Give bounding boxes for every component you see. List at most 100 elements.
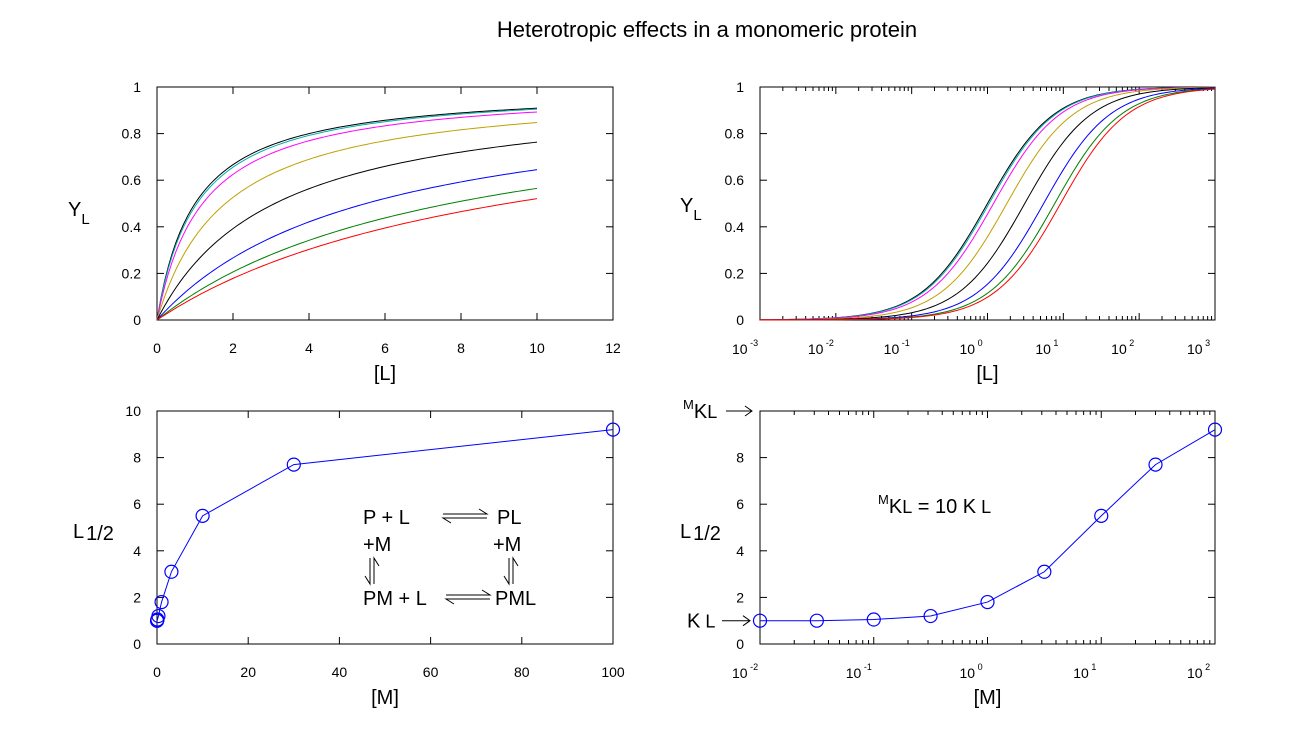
bottom-left-y-tick-label: 2 [133, 589, 141, 605]
top-left-y-axis-label-main: Y [68, 199, 81, 221]
bottom-right-x-tick-base: 10 [732, 665, 748, 681]
bottom-right-x-tick-label: 10 2 [1187, 662, 1210, 681]
bottom-left-data-point [195, 508, 210, 523]
kl-marker-sub: L [700, 612, 715, 632]
bottom-right-x-tick-exp: 2 [1203, 662, 1211, 672]
top-right-y-axis-label-sub: L [693, 207, 701, 224]
bottom-right-x-tick-exp: -1 [861, 662, 872, 672]
bottom-left-series-line [156, 429, 614, 622]
bottom-right-data-point [809, 613, 824, 628]
mkl-marker-label: MKL [683, 397, 717, 423]
figure-title: Heterotropic effects in a monomeric prot… [497, 17, 917, 42]
top-left-y-tick-label: 0.8 [122, 126, 142, 142]
scheme-eq-arrow-top-forward [443, 508, 489, 515]
top-right-x-tick-exp: 2 [1127, 338, 1135, 348]
mkl-equation-sub2: L [976, 497, 991, 517]
mkl-marker-sup: M [683, 397, 694, 412]
bottom-left-x-tick-label: 40 [332, 664, 348, 680]
top-left-x-tick-label: 6 [381, 340, 389, 356]
top-left-x-axis-label: [L] [374, 363, 396, 385]
bottom-right-x-tick-base: 10 [1073, 665, 1089, 681]
top-right-series-line [759, 86, 1216, 321]
top-left-x-tick-label: 8 [457, 340, 465, 356]
kl-marker-label: K L [687, 611, 715, 633]
mkl-equation-k: K [889, 496, 903, 518]
scheme-eq-arrow-right-down [503, 558, 510, 586]
scheme-eq-arrow-left-down [364, 558, 371, 586]
mkl-marker-arrow [726, 405, 753, 417]
top-right-series-line [760, 88, 1216, 321]
bottom-right-x-tick-base: 10 [960, 665, 976, 681]
top-right-x-tick-base: 10 [1111, 341, 1127, 357]
top-left-y-tick-label: 0 [133, 312, 141, 328]
bottom-right-y-axis-label: L 1/2 [680, 521, 721, 545]
bottom-left-y-tick-label: 4 [133, 543, 141, 559]
bottom-right-x-tick-label: 10 1 [1073, 662, 1096, 681]
bottom-right-y-tick-label: 8 [736, 450, 744, 466]
top-right-x-tick-base: 10 [1187, 341, 1203, 357]
mkl-marker-k: K [694, 401, 708, 423]
bottom-left-data-point [164, 564, 179, 579]
top-right-x-axis-label: [L] [976, 363, 998, 385]
scheme-eq-arrow-left-up [373, 556, 380, 584]
reaction-scheme: P + L PL +M +M PM + L PML [363, 507, 536, 610]
bottom-right-data-point [980, 594, 995, 610]
top-right-y-axis-label-main: Y [680, 195, 693, 217]
bottom-right-y-tick-label: 0 [736, 636, 744, 652]
top-right-x-tick-base: 10 [960, 341, 976, 357]
bottom-right-x-tick-base: 10 [1187, 665, 1203, 681]
top-right-x-tick-exp: -1 [899, 338, 910, 348]
bottom-right-y-tick-label: 4 [736, 543, 744, 559]
top-left-series-line [156, 122, 538, 321]
top-right-x-tick-exp: 1 [1051, 338, 1059, 348]
bottom-left-data-point [286, 457, 301, 472]
bottom-left-x-tick-label: 0 [153, 664, 161, 680]
scheme-pl: PL [497, 507, 521, 529]
bottom-right-data-point [752, 613, 768, 628]
bottom-left-data-point [154, 594, 169, 610]
bottom-left-y-tick-label: 0 [133, 636, 141, 652]
top-right-series-line [759, 86, 1216, 321]
mkl-marker-sub: L [707, 402, 717, 422]
bottom-left-y-tick-label: 8 [133, 450, 141, 466]
bottom-left-data-point [605, 422, 621, 437]
bottom-left-plot-frame [156, 410, 614, 645]
bottom-left-y-axis-label-main: L [73, 521, 84, 543]
top-right-x-tick-label: 10 -1 [884, 338, 910, 357]
top-left-series-line [156, 141, 538, 321]
top-right-series-line [759, 86, 1216, 321]
mkl-equation-rhs: = 10 K [912, 496, 977, 518]
top-right-y-axis-label: YL [680, 195, 702, 224]
top-left-series-line [156, 108, 538, 321]
bottom-right-x-tick-label: 10 -1 [846, 662, 872, 681]
bottom-left-panel: 0 20 40 60 80 100 0 2 4 6 8 10 [M] L 1/2 P + L PL +M +M PM … [73, 403, 625, 709]
top-right-x-tick-base: 10 [808, 341, 824, 357]
top-right-y-tick-label: 0 [736, 312, 744, 328]
top-right-y-tick-label: 0.2 [725, 265, 745, 281]
top-right-y-tick-label: 0.8 [725, 126, 745, 142]
bottom-right-x-tick-exp: 0 [975, 662, 983, 672]
kl-marker-arrow [722, 615, 751, 627]
top-left-panel: 0 2 4 6 8 10 12 0 0.2 0.4 0.6 0.8 1 [L] YL [68, 79, 621, 385]
top-right-y-tick-label: 1 [736, 79, 744, 95]
scheme-pml: PML [495, 588, 536, 610]
mkl-equation: MKL = 10 K L [878, 492, 991, 518]
top-left-y-tick-label: 0.2 [122, 265, 142, 281]
bottom-left-y-axis-label-sub: 1/2 [86, 523, 114, 545]
bottom-right-y-axis-label-sub: 1/2 [693, 523, 721, 545]
kl-marker-k: K [687, 611, 701, 633]
top-left-series-line [156, 198, 538, 321]
top-right-y-tick-label: 0.6 [725, 172, 745, 188]
bottom-right-x-axis-label: [M] [974, 687, 1002, 709]
bottom-right-data-point [1207, 422, 1223, 437]
top-left-x-tick-label: 4 [305, 340, 313, 356]
bottom-right-data-point [866, 612, 881, 627]
scheme-eq-arrow-bottom-reverse [444, 598, 490, 605]
top-left-y-axis-label: YL [68, 199, 90, 228]
bottom-left-data-point [151, 608, 166, 624]
scheme-p-plus-l: P + L [363, 507, 410, 529]
bottom-right-data-point [1148, 457, 1163, 472]
top-left-series-line [156, 169, 538, 321]
bottom-right-data-point [1037, 564, 1052, 579]
